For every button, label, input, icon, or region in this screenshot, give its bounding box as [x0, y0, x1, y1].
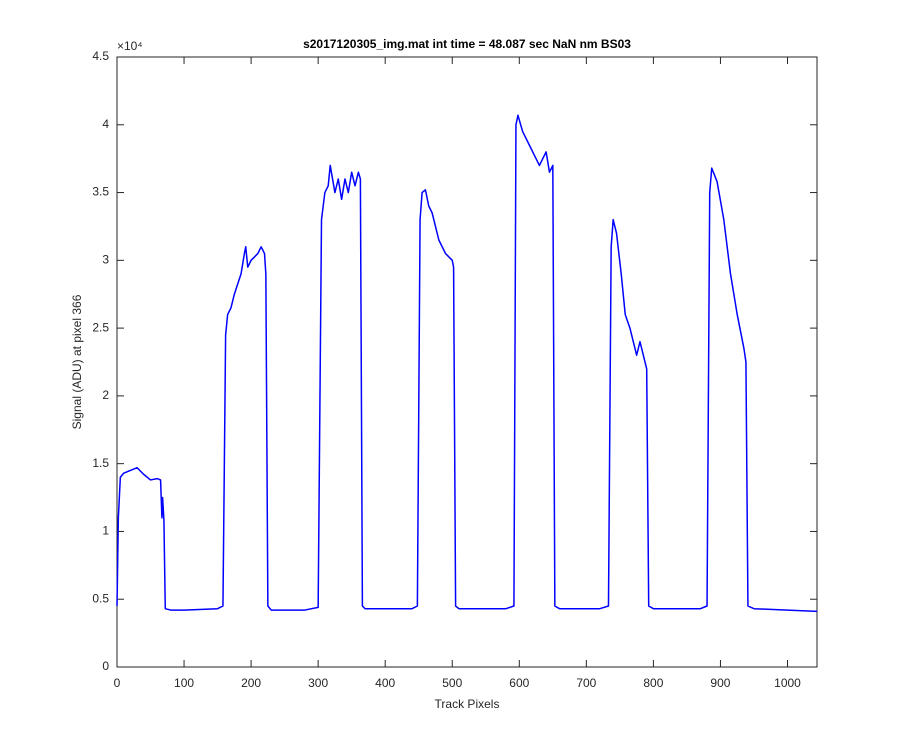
x-tick-label: 0 — [114, 676, 121, 690]
y-tick-label: 0 — [102, 659, 109, 673]
y-tick-label: 2 — [102, 388, 109, 402]
x-axis-label: Track Pixels — [435, 697, 500, 711]
data-line — [116, 114, 818, 613]
chart-title: s2017120305_img.mat int time = 48.087 se… — [303, 37, 631, 51]
y-tick-label: 3 — [102, 253, 109, 267]
y-axis-label: Signal (ADU) at pixel 366 — [70, 294, 84, 429]
x-tick-label: 100 — [174, 676, 194, 690]
x-tick-label: 600 — [509, 676, 529, 690]
y-tick-label: 1.5 — [92, 456, 109, 470]
x-tick-label: 1000 — [774, 676, 801, 690]
y-tick-label: 4 — [102, 117, 109, 131]
x-tick-label: 400 — [375, 676, 395, 690]
y-tick-label: 2.5 — [92, 320, 109, 334]
x-tick-label: 300 — [308, 676, 328, 690]
y-tick-label: 0.5 — [92, 591, 109, 605]
y-multiplier: ×10⁴ — [117, 39, 143, 53]
x-tick-label: 900 — [710, 676, 730, 690]
y-tick-label: 4.5 — [92, 49, 109, 63]
x-tick-label: 800 — [643, 676, 663, 690]
y-tick-label: 3.5 — [92, 185, 109, 199]
x-tick-label: 500 — [442, 676, 462, 690]
x-tick-label: 700 — [576, 676, 596, 690]
plot-area — [116, 56, 818, 668]
x-tick-label: 200 — [241, 676, 261, 690]
y-tick-label: 1 — [102, 524, 109, 538]
